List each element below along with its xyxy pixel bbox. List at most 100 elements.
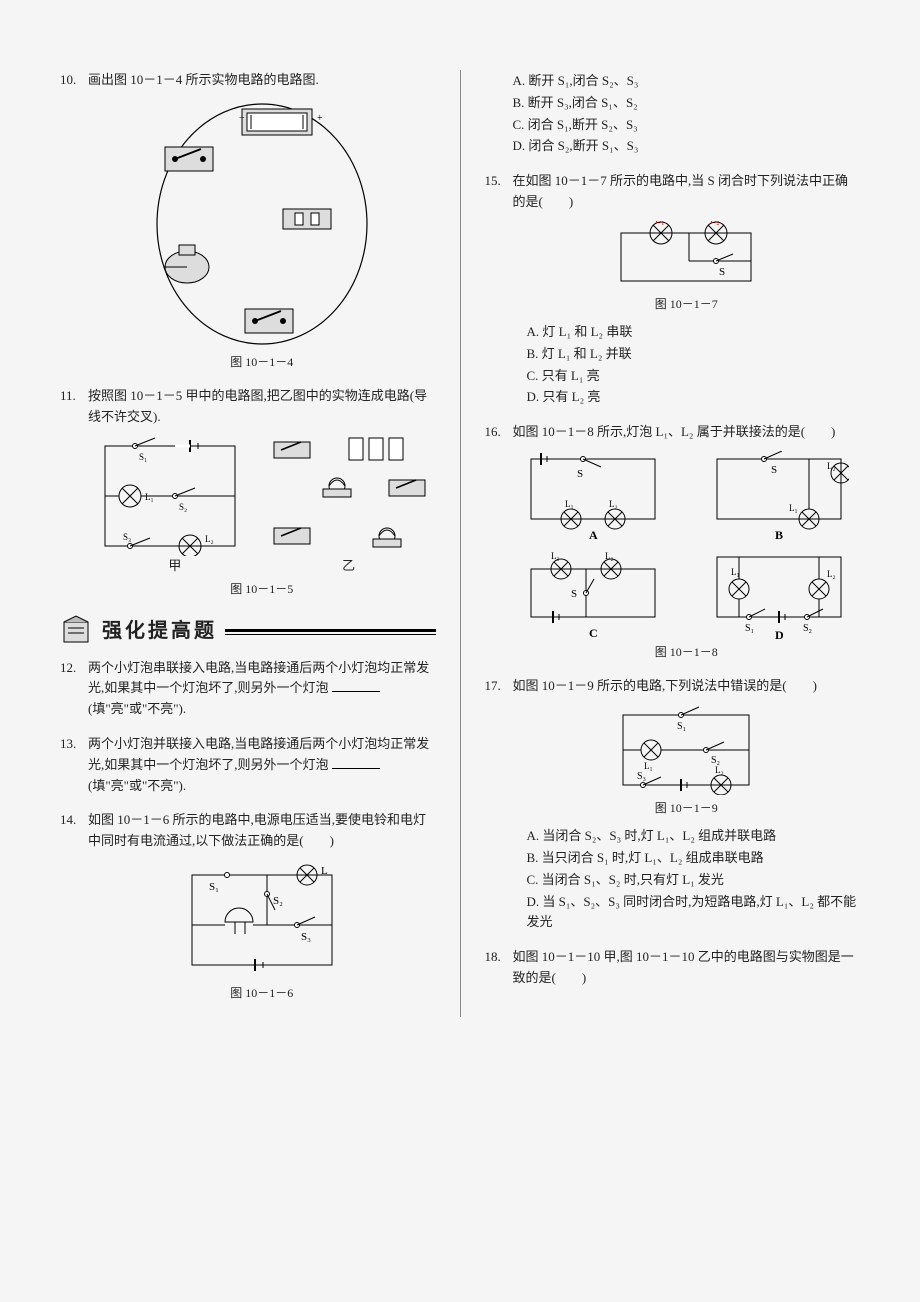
question-text: 如图 10－1－8 所示,灯泡 L₁、L₂ 属于并联接法的是( ) — [513, 424, 836, 439]
option-b: B. 当只闭合 S₁ 时,灯 L₁、L₂ 组成串联电路 — [513, 848, 861, 869]
svg-text:L₂: L₂ — [710, 221, 720, 226]
figure-label: 图 10－1－9 — [513, 799, 861, 818]
question-text: 如图 10－1－10 甲,图 10－1－10 乙中的电路图与实物图是一致的是( … — [513, 949, 854, 985]
svg-text:L₁: L₁ — [731, 567, 740, 577]
question-text: 如图 10－1－9 所示的电路,下列说法中错误的是( ) — [513, 678, 817, 693]
option-a: A. 灯 L₁ 和 L₂ 串联 — [513, 322, 861, 343]
svg-text:L₂: L₂ — [605, 551, 614, 561]
option-c: C. 闭合 S₁,断开 S₂、S₃ — [499, 115, 861, 136]
svg-text:L₂: L₂ — [827, 461, 836, 471]
question-text: 在如图 10－1－7 所示的电路中,当 S 闭合时下列说法中正确的是( ) — [513, 173, 848, 209]
svg-text:S₃: S₃ — [123, 532, 131, 542]
svg-text:L₁: L₁ — [145, 492, 154, 502]
svg-text:S₂: S₂ — [273, 895, 283, 907]
svg-text:S₁: S₁ — [139, 452, 147, 462]
fill-blank[interactable] — [332, 679, 380, 692]
option-c: C. 只有 L₁ 亮 — [513, 366, 861, 387]
circuit-three-switches: S₁ L₁ S₂ S₃ — [611, 705, 761, 795]
svg-text:S: S — [577, 468, 583, 480]
question-14-options: A. 断开 S₁,闭合 S₂、S₃ B. 断开 S₃,闭合 S₁、S₂ C. 闭… — [485, 71, 861, 157]
svg-text:L₂: L₂ — [827, 569, 836, 579]
option-c: C. 当闭合 S₁、S₂ 时,只有灯 L₁ 发光 — [513, 870, 861, 891]
schematic-jia: S₁ L₁ S — [95, 436, 245, 556]
question-number: 10. — [60, 70, 76, 91]
option-b: B. 断开 S₃,闭合 S₁、S₂ — [499, 93, 861, 114]
physical-circuit-diagram: + − — [147, 99, 377, 349]
svg-text:B: B — [775, 528, 783, 541]
figure-10-1-4: + − — [88, 99, 436, 372]
banner-bar — [225, 629, 436, 632]
option-d: D. 闭合 S₂,断开 S₁、S₃ — [499, 136, 861, 157]
banner-icon — [60, 614, 94, 648]
svg-text:L₁: L₁ — [789, 503, 798, 513]
question-number: 16. — [485, 422, 501, 443]
svg-text:S: S — [571, 588, 577, 600]
circuit-bell-lamp: S₁ L S₂ S₃ — [177, 860, 347, 980]
svg-text:L₁: L₁ — [551, 551, 560, 561]
question-11: 11. 按照图 10－1－5 甲中的电路图,把乙图中的实物连成电路(导线不许交叉… — [60, 386, 436, 600]
option-b: B. 灯 L₁ 和 L₂ 并联 — [513, 344, 861, 365]
question-14: 14. 如图 10－1－6 所示的电路中,电源电压适当,要使电铃和电灯中同时有电… — [60, 810, 436, 1003]
question-13: 13. 两个小灯泡并联接入电路,当电路接通后两个小灯泡均正常发光,如果其中一个灯… — [60, 734, 436, 796]
question-number: 11. — [60, 386, 76, 407]
figure-10-1-9: S₁ L₁ S₂ S₃ — [513, 705, 861, 818]
question-18: 18. 如图 10－1－10 甲,图 10－1－10 乙中的电路图与实物图是一致… — [485, 947, 861, 989]
svg-text:L: L — [321, 865, 328, 877]
figure-10-1-6: S₁ L S₂ S₃ — [88, 860, 436, 1003]
panel-label-yi: 乙 — [342, 556, 355, 577]
option-a: A. 断开 S₁,闭合 S₂、S₃ — [499, 71, 861, 92]
question-number: 12. — [60, 658, 76, 679]
question-text: (填"亮"或"不亮"). — [88, 778, 186, 793]
section-banner: 强化提高题 — [60, 614, 436, 648]
question-number: 15. — [485, 171, 501, 192]
svg-text:S₁: S₁ — [677, 721, 686, 732]
svg-text:L₁: L₁ — [655, 221, 665, 226]
right-column: A. 断开 S₁,闭合 S₂、S₃ B. 断开 S₃,闭合 S₁、S₂ C. 闭… — [485, 70, 861, 1017]
panel-label-jia: 甲 — [168, 556, 181, 577]
question-number: 18. — [485, 947, 501, 968]
question-15: 15. 在如图 10－1－7 所示的电路中,当 S 闭合时下列说法中正确的是( … — [485, 171, 861, 408]
left-column: 10. 画出图 10－1－4 所示实物电路的电路图. + − — [60, 70, 436, 1017]
page-content: 10. 画出图 10－1－4 所示实物电路的电路图. + − — [60, 70, 860, 1017]
question-text: 如图 10－1－6 所示的电路中,电源电压适当,要使电铃和电灯中同时有电流通过,… — [88, 812, 426, 848]
figure-label: 图 10－1－6 — [88, 984, 436, 1003]
svg-text:S₂: S₂ — [803, 623, 812, 634]
physical-yi — [269, 436, 429, 556]
question-text: (填"亮"或"不亮"). — [88, 701, 186, 716]
svg-text:S₃: S₃ — [301, 931, 311, 943]
option-d: D. 只有 L₂ 亮 — [513, 387, 861, 408]
question-12: 12. 两个小灯泡串联接入电路,当电路接通后两个小灯泡均正常发光,如果其中一个灯… — [60, 658, 436, 720]
svg-text:S₁: S₁ — [209, 881, 219, 893]
question-10: 10. 画出图 10－1－4 所示实物电路的电路图. + − — [60, 70, 436, 372]
svg-text:L₁: L₁ — [565, 499, 574, 509]
figure-10-1-7: L₁ L₂ S 图 10－1－7 — [513, 221, 861, 314]
question-number: 17. — [485, 676, 501, 697]
question-number: 14. — [60, 810, 76, 831]
circuit-two-lamps: L₁ L₂ S — [611, 221, 761, 291]
svg-text:C: C — [589, 626, 598, 639]
figure-10-1-8: S L₁ L₂ A S — [513, 451, 861, 662]
svg-text:+: + — [317, 113, 323, 124]
svg-text:S₁: S₁ — [745, 623, 754, 634]
svg-text:L₂: L₂ — [205, 534, 214, 544]
option-a: A. 当闭合 S₂、S₃ 时,灯 L₁、L₂ 组成并联电路 — [513, 826, 861, 847]
question-16: 16. 如图 10－1－8 所示,灯泡 L₁、L₂ 属于并联接法的是( ) S — [485, 422, 861, 662]
circuit-d: L₁ L₂ S₁ — [709, 549, 849, 639]
figure-label: 图 10－1－8 — [513, 643, 861, 662]
svg-text:S₂: S₂ — [179, 502, 187, 512]
svg-text:D: D — [775, 628, 784, 639]
svg-text:A: A — [589, 528, 598, 541]
circuit-b: S L₂ L₁ B — [709, 451, 849, 541]
svg-text:L₂: L₂ — [609, 499, 618, 509]
svg-text:L₂: L₂ — [715, 765, 724, 775]
circuit-c: L₁ L₂ S C — [523, 549, 663, 639]
svg-text:S: S — [719, 266, 725, 278]
fill-blank[interactable] — [332, 756, 380, 769]
figure-label: 图 10－1－5 — [88, 580, 436, 599]
svg-text:S: S — [771, 464, 777, 476]
circuit-a: S L₁ L₂ A — [523, 451, 663, 541]
question-text: 按照图 10－1－5 甲中的电路图,把乙图中的实物连成电路(导线不许交叉). — [88, 388, 427, 424]
question-text: 画出图 10－1－4 所示实物电路的电路图. — [88, 72, 319, 87]
column-divider — [460, 70, 461, 1017]
figure-label: 图 10－1－7 — [513, 295, 861, 314]
